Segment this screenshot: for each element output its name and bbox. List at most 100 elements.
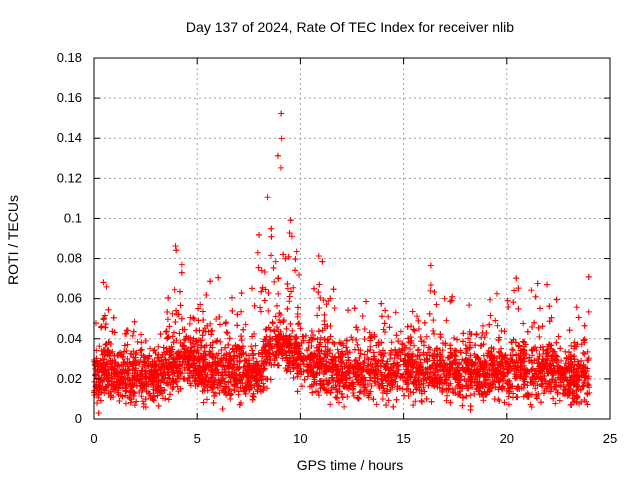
data-point bbox=[351, 305, 358, 312]
data-point bbox=[200, 358, 207, 365]
data-point bbox=[102, 341, 109, 348]
data-point bbox=[467, 392, 474, 399]
data-point bbox=[227, 392, 234, 399]
data-point bbox=[335, 366, 342, 373]
data-point bbox=[274, 341, 281, 348]
data-point bbox=[314, 312, 321, 319]
data-point bbox=[185, 362, 192, 369]
data-point bbox=[474, 354, 481, 361]
data-point bbox=[159, 352, 166, 359]
data-point bbox=[155, 343, 162, 350]
data-point bbox=[437, 334, 444, 341]
data-point bbox=[300, 352, 307, 359]
data-point bbox=[268, 362, 275, 369]
data-point bbox=[501, 399, 508, 406]
data-point bbox=[310, 373, 317, 380]
data-point bbox=[515, 343, 522, 350]
data-point bbox=[284, 366, 291, 373]
data-point bbox=[349, 379, 356, 386]
data-point bbox=[577, 386, 584, 393]
data-point bbox=[509, 346, 516, 353]
data-point bbox=[317, 381, 324, 388]
data-point bbox=[478, 342, 485, 349]
data-point bbox=[373, 401, 380, 408]
data-point bbox=[241, 363, 248, 370]
data-point bbox=[315, 289, 322, 296]
data-point bbox=[568, 401, 575, 408]
data-point bbox=[124, 341, 131, 348]
data-point bbox=[321, 368, 328, 375]
data-point bbox=[524, 382, 531, 389]
data-point bbox=[555, 333, 562, 340]
data-point bbox=[127, 389, 134, 396]
data-point bbox=[469, 360, 476, 367]
data-point bbox=[463, 350, 470, 357]
data-point bbox=[415, 326, 422, 333]
data-point bbox=[319, 381, 326, 388]
data-point bbox=[491, 378, 498, 385]
data-point bbox=[370, 396, 377, 403]
data-point bbox=[268, 233, 275, 240]
data-point bbox=[260, 380, 267, 387]
data-point bbox=[223, 355, 230, 362]
data-point bbox=[316, 341, 323, 348]
data-point bbox=[96, 382, 103, 389]
data-point bbox=[345, 307, 352, 314]
data-point bbox=[192, 376, 199, 383]
data-point bbox=[278, 135, 285, 142]
data-point bbox=[294, 388, 301, 395]
data-point bbox=[259, 284, 266, 291]
data-point bbox=[410, 402, 417, 409]
data-point bbox=[349, 385, 356, 392]
data-point bbox=[433, 301, 440, 308]
data-point bbox=[453, 348, 460, 355]
data-point bbox=[114, 389, 121, 396]
data-point bbox=[229, 294, 236, 301]
data-point bbox=[293, 339, 300, 346]
data-point bbox=[204, 322, 211, 329]
data-point bbox=[179, 354, 186, 361]
data-point bbox=[378, 362, 385, 369]
data-point bbox=[209, 354, 216, 361]
data-point bbox=[524, 392, 531, 399]
data-point bbox=[335, 399, 342, 406]
data-point bbox=[467, 331, 474, 338]
data-point bbox=[207, 278, 214, 285]
data-point bbox=[181, 375, 188, 382]
data-point bbox=[581, 378, 588, 385]
data-point bbox=[421, 388, 428, 395]
data-point bbox=[430, 365, 437, 372]
data-point bbox=[234, 311, 241, 318]
data-point bbox=[365, 356, 372, 363]
data-point bbox=[267, 356, 274, 363]
data-point bbox=[403, 386, 410, 393]
data-point bbox=[163, 380, 170, 387]
data-point bbox=[443, 317, 450, 324]
data-point bbox=[421, 370, 428, 377]
data-point bbox=[429, 382, 436, 389]
data-point bbox=[173, 307, 180, 314]
data-point bbox=[411, 342, 418, 349]
data-point bbox=[412, 368, 419, 375]
data-point bbox=[389, 364, 396, 371]
data-point bbox=[585, 273, 592, 280]
data-point bbox=[335, 372, 342, 379]
data-point bbox=[364, 355, 371, 362]
data-point bbox=[385, 313, 392, 320]
data-point bbox=[571, 339, 578, 346]
data-point bbox=[258, 308, 265, 315]
data-point bbox=[254, 381, 261, 388]
data-point bbox=[250, 362, 257, 369]
data-point bbox=[202, 364, 209, 371]
data-point bbox=[329, 374, 336, 381]
data-point bbox=[417, 334, 424, 341]
data-point bbox=[367, 374, 374, 381]
data-point bbox=[584, 390, 591, 397]
data-point bbox=[309, 368, 316, 375]
data-point bbox=[457, 391, 464, 398]
data-point bbox=[421, 319, 428, 326]
data-point bbox=[332, 382, 339, 389]
data-point bbox=[458, 373, 465, 380]
data-point bbox=[452, 390, 459, 397]
data-point bbox=[114, 372, 121, 379]
